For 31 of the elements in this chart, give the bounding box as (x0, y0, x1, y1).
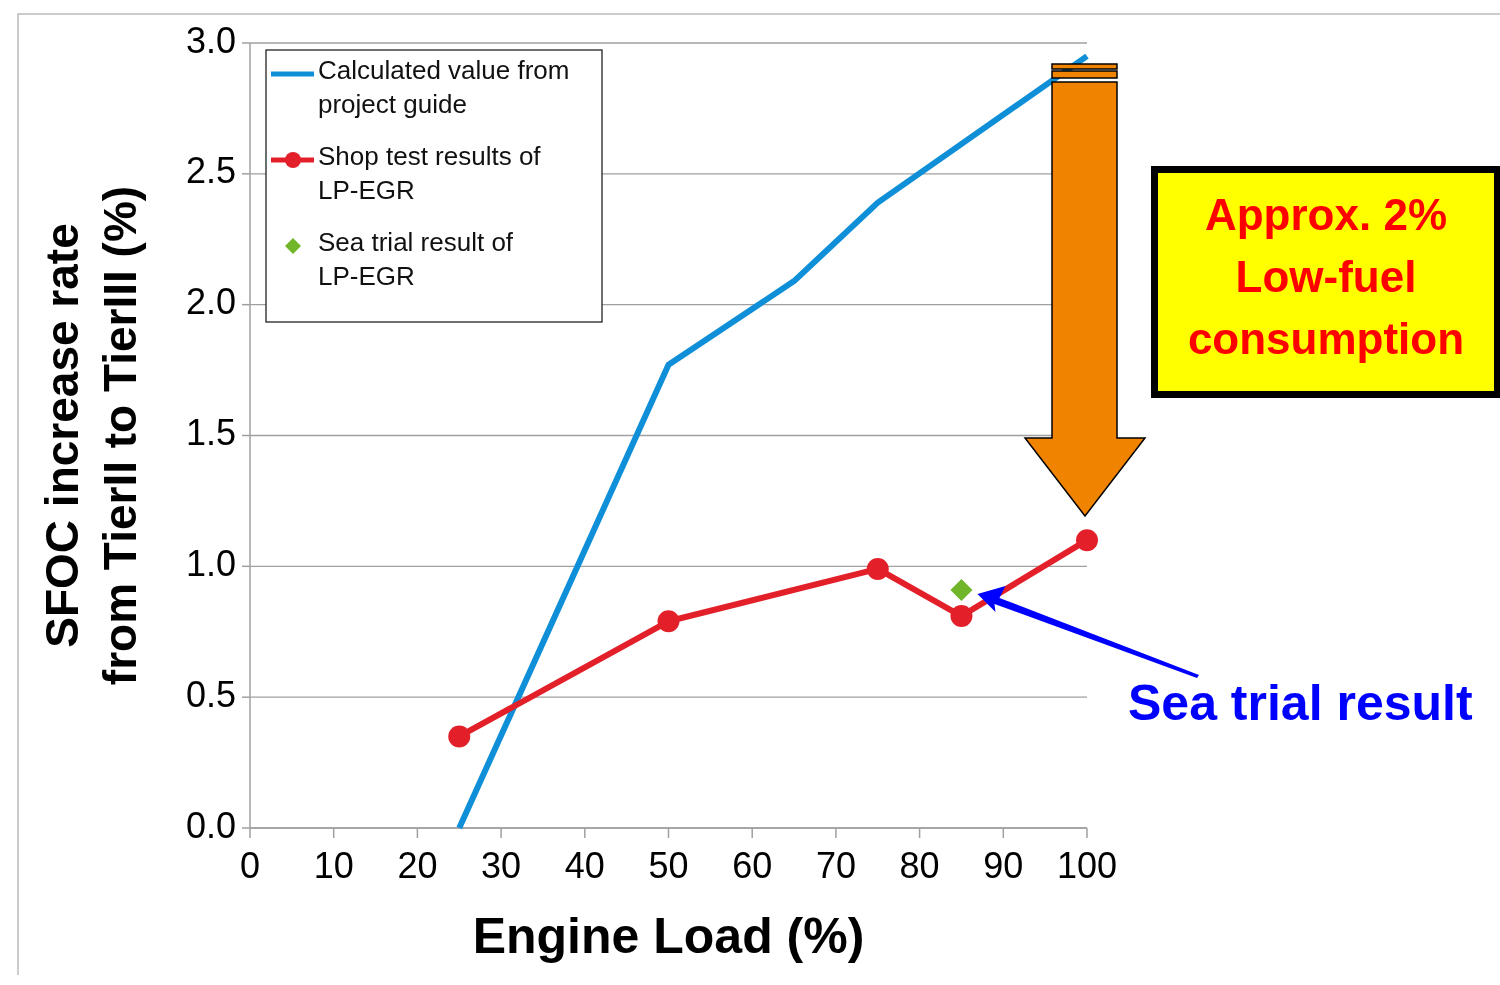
y-tick-label: 0.0 (185, 804, 236, 846)
x-tick-label: 20 (397, 845, 438, 886)
x-axis-title: Engine Load (%) (472, 908, 865, 964)
point (448, 725, 471, 748)
x-tick-label: 100 (1056, 845, 1118, 886)
x-tick-label: 70 (815, 845, 856, 886)
y-tick-label: 3.0 (185, 19, 236, 61)
x-tick-label: 40 (564, 845, 605, 886)
x-tick-label: 50 (648, 845, 689, 886)
text: Approx. 2% Low-fuel consumption (1187, 190, 1465, 363)
legend-label: Shop test results of LP-EGR (318, 140, 542, 205)
legend-label: Calculated value from project guide (318, 54, 570, 119)
text: Sea trial result (1128, 675, 1473, 731)
point (950, 578, 973, 601)
y-tick-label: 2.5 (185, 150, 236, 192)
x-tick-label: 60 (732, 845, 773, 886)
point (950, 605, 973, 628)
point (657, 610, 680, 633)
y-tick-label: 2.0 (185, 281, 236, 323)
x-tick-label: 30 (481, 845, 522, 886)
x-tick-label: 80 (899, 845, 940, 886)
x-tick-label: 0 (239, 845, 261, 886)
y-tick-label: 1.0 (185, 542, 236, 584)
legend-label: Sea trial result of LP-EGR (318, 226, 514, 291)
y-tick-label: 1.5 (185, 412, 236, 454)
y-tick-label: 0.5 (185, 673, 236, 715)
point (866, 557, 889, 580)
x-tick-label: 10 (313, 845, 354, 886)
x-tick-label: 90 (983, 845, 1024, 886)
point (1076, 529, 1098, 552)
y-axis-title: SFOC increase rate from TierII to TierIII (%) (36, 185, 146, 686)
